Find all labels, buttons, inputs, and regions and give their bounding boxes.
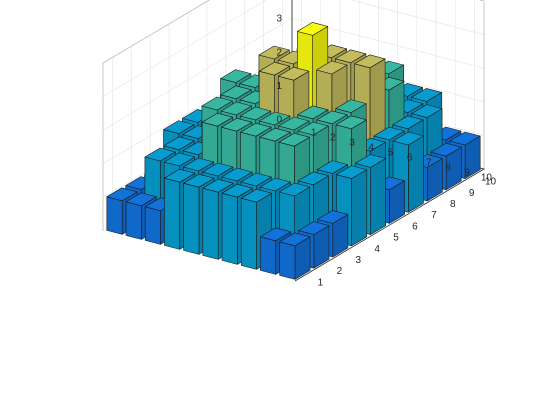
bar-top [240,106,272,121]
bar-top [278,132,310,147]
z-tick-label: 1 [276,81,282,92]
bar-face [240,197,257,270]
bar-face [183,182,200,255]
bar-face [260,236,277,275]
bar-top [354,154,386,168]
bar-face [370,158,386,235]
col-tick-label: 7 [431,210,437,221]
bar-top [278,116,310,131]
bar-top [240,122,272,137]
bar-face [351,169,368,247]
bar-top [258,45,290,60]
bar-top [201,112,233,127]
box-edge [102,0,485,231]
bar-top [411,88,443,102]
bar-top [336,165,368,179]
bar-top [259,127,291,142]
col-tick-label: 9 [469,188,475,199]
bar-top [317,210,349,224]
bar-top [220,69,252,83]
bar-top [392,115,424,130]
bar-top [297,171,329,186]
col-tick-label: 2 [337,266,343,277]
bar-face [202,187,219,260]
col-tick-label: 4 [374,244,380,255]
bar-top [220,101,252,116]
bar-top [449,131,481,146]
bar-face [408,135,424,213]
bar-top [297,121,329,136]
col-tick-label: 8 [450,199,456,210]
row-tick-label: 10 [481,173,493,184]
row-tick-label: 7 [426,158,432,169]
z-tick-label: 2 [276,47,282,58]
bar-top [259,177,291,192]
bar-top [316,60,348,75]
bar [279,232,311,280]
bar-top [163,152,195,167]
bar-top [125,192,157,207]
bar-top [221,167,253,182]
bar-top [411,104,443,118]
bar-face [221,192,238,265]
bar-face [164,177,181,250]
row-tick-label: 8 [445,163,451,174]
bar-top [202,178,234,193]
tick-labels: 0123451098765432110987654321 [276,14,497,289]
bar-top [278,66,310,81]
row-tick-label: 4 [368,143,374,154]
bar-top [240,188,272,203]
z-tick-label: 3 [276,14,282,25]
col-tick-label: 5 [393,233,399,244]
bar-top [335,99,367,113]
bar-top [335,49,367,64]
bar-top [373,126,405,141]
bar-top [183,157,215,172]
bar-face [279,241,296,280]
row-tick-label: 6 [407,153,413,164]
bar-top [163,136,195,151]
row-tick-label: 1 [311,128,317,139]
bar-top [354,54,386,69]
bar-group [106,22,481,280]
bar-face [106,196,123,235]
bar-top [201,96,233,111]
bar-face [144,206,161,245]
bar-top [279,232,311,247]
bar-top [202,162,234,177]
col-tick-label: 1 [318,277,324,288]
col-tick-label: 10 [485,177,497,188]
col-tick-label: 3 [355,255,361,266]
bar-top [298,221,330,235]
bar-top [335,115,367,130]
bar-top [164,168,196,183]
bar-top [163,120,195,134]
row-tick-label: 3 [349,138,355,149]
bar-top [240,172,272,187]
row-tick-label: 9 [464,168,470,179]
bar-top [297,105,329,120]
bar-top [144,147,176,162]
bar-top [316,160,348,174]
bar-top [279,182,311,197]
bar-top [221,117,253,132]
bar-top [392,131,424,146]
grid-line [102,0,485,97]
bar-top [220,85,252,100]
bar-top [430,142,462,157]
z-tick-label: 0 [276,115,282,126]
bar-top [260,227,292,242]
row-tick-label: 2 [330,133,336,144]
bar-top [316,110,348,125]
bar-top [259,111,291,126]
bar-face [125,201,142,240]
bar-top [221,183,253,198]
bar-top [106,187,138,202]
row-tick-label: 5 [388,148,394,159]
bar-top [258,61,290,76]
bar-top [297,22,329,36]
col-tick-label: 6 [412,221,418,232]
bar-top [183,173,215,188]
